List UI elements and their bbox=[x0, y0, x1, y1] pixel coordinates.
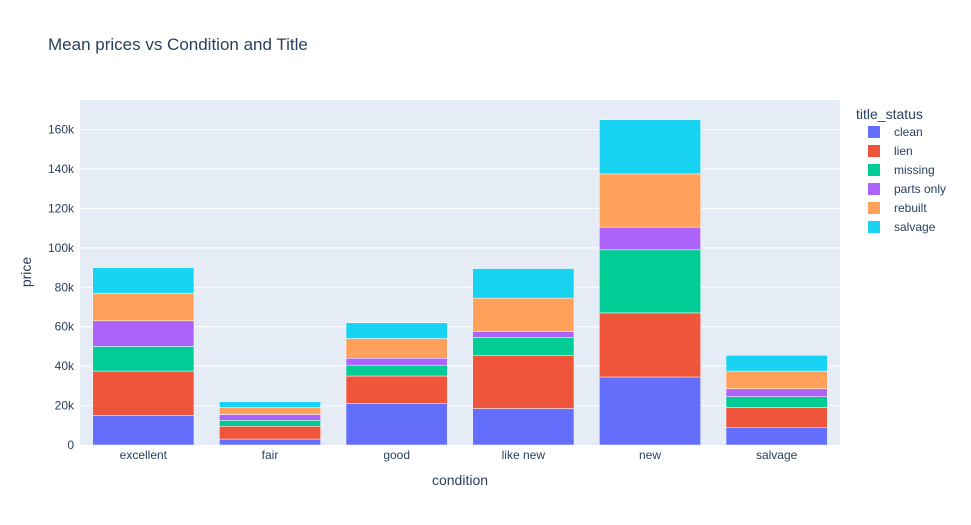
bar-parts-only-excellent bbox=[92, 320, 195, 347]
x-tick-label: new bbox=[639, 448, 661, 462]
bar-salvage-new bbox=[599, 119, 701, 175]
x-tick-label: like new bbox=[502, 448, 546, 462]
legend-swatch-clean bbox=[868, 126, 880, 138]
bar-rebuilt-excellent bbox=[92, 292, 195, 322]
legend-label: parts only bbox=[894, 182, 946, 196]
legend-swatch-lien bbox=[868, 145, 880, 157]
y-tick-label: 80k bbox=[55, 280, 75, 294]
legend: title_status clean lien missing parts only r… bbox=[856, 106, 946, 234]
x-tick-label: good bbox=[383, 448, 410, 462]
y-axis-ticks: 0 20k 40k 60k 80k 100k 120k 140k 160k bbox=[48, 123, 75, 452]
legend-label: missing bbox=[894, 163, 935, 177]
bar-parts-only-good bbox=[345, 358, 448, 366]
y-tick-label: 100k bbox=[48, 241, 75, 255]
bar-rebuilt-fair bbox=[219, 407, 321, 415]
y-tick-label: 0 bbox=[67, 438, 74, 452]
x-tick-label: fair bbox=[262, 448, 279, 462]
legend-label: lien bbox=[894, 144, 913, 158]
x-tick-label: salvage bbox=[756, 448, 798, 462]
legend-swatch-rebuilt bbox=[868, 202, 880, 214]
bar-lien-fair bbox=[219, 426, 321, 440]
bar-clean-new bbox=[599, 376, 701, 446]
x-axis-title: condition bbox=[432, 472, 488, 488]
legend-label: salvage bbox=[894, 220, 936, 234]
legend-swatch-salvage bbox=[868, 221, 880, 233]
bar-lien-salvage bbox=[725, 407, 828, 428]
y-axis-title: price bbox=[18, 257, 34, 288]
x-axis-ticks: excellent fair good like new new salvage bbox=[120, 448, 798, 462]
bar-parts-only-new bbox=[599, 226, 701, 251]
y-tick-label: 60k bbox=[55, 320, 75, 334]
bar-clean-excellent bbox=[92, 415, 195, 446]
bar-missing-excellent bbox=[92, 346, 195, 372]
y-tick-label: 40k bbox=[55, 359, 75, 373]
y-tick-label: 140k bbox=[48, 162, 75, 176]
bar-salvage-excellent bbox=[92, 267, 195, 294]
bar-salvage-good bbox=[345, 322, 448, 339]
bar-clean-fair bbox=[219, 438, 321, 446]
bar-missing-like-new bbox=[472, 337, 575, 356]
bar-missing-good bbox=[345, 364, 448, 377]
bar-salvage-fair bbox=[219, 401, 321, 408]
bar-missing-fair bbox=[219, 420, 321, 427]
bar-clean-like-new bbox=[472, 408, 575, 446]
bar-missing-new bbox=[599, 249, 701, 314]
y-tick-label: 160k bbox=[48, 123, 75, 137]
bar-parts-only-salvage bbox=[725, 388, 828, 397]
y-tick-label: 120k bbox=[48, 201, 75, 215]
legend-swatch-missing bbox=[868, 164, 880, 176]
bar-rebuilt-good bbox=[345, 338, 448, 359]
plot-area bbox=[80, 100, 840, 445]
legend-label: rebuilt bbox=[894, 201, 927, 215]
y-tick-label: 20k bbox=[55, 399, 75, 413]
bar-lien-good bbox=[345, 375, 448, 404]
bar-parts-only-like-new bbox=[472, 331, 575, 338]
bar-lien-excellent bbox=[92, 370, 195, 416]
gridlines bbox=[80, 129, 840, 407]
legend-title: title_status bbox=[856, 106, 923, 122]
bar-salvage-salvage bbox=[725, 355, 828, 372]
bar-rebuilt-salvage bbox=[725, 370, 828, 390]
legend-swatch-parts-only bbox=[868, 183, 880, 195]
bar-lien-new bbox=[599, 312, 701, 378]
bar-salvage-like-new bbox=[472, 268, 575, 299]
chart-title: Mean prices vs Condition and Title bbox=[48, 35, 308, 54]
bars bbox=[92, 119, 828, 446]
bar-clean-salvage bbox=[725, 427, 828, 446]
bar-rebuilt-like-new bbox=[472, 297, 575, 332]
bar-lien-like-new bbox=[472, 355, 575, 409]
x-tick-label: excellent bbox=[120, 448, 168, 462]
legend-label: clean bbox=[894, 125, 923, 139]
bar-parts-only-fair bbox=[219, 414, 321, 421]
bar-missing-salvage bbox=[725, 396, 828, 408]
bar-rebuilt-new bbox=[599, 173, 701, 228]
bar-clean-good bbox=[345, 403, 448, 446]
